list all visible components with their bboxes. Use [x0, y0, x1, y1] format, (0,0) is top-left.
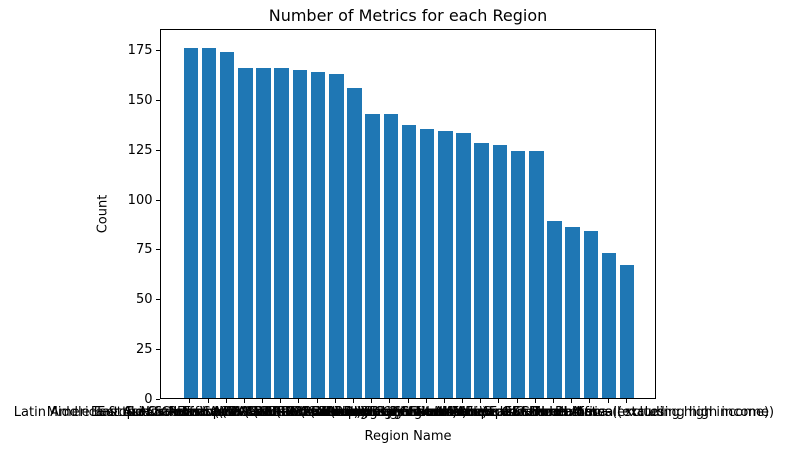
x-axis-label: Region Name	[364, 429, 452, 444]
bar	[565, 226, 580, 398]
x-tick-label: Sub-Saharan Africa	[363, 405, 489, 420]
x-tick-mark	[334, 399, 336, 403]
bar	[238, 67, 253, 398]
x-tick-label: Sub-Saharan Africa (IDA & IBRD countries…	[124, 405, 401, 420]
x-tick-mark	[589, 399, 591, 403]
bar	[292, 69, 308, 398]
x-tick-mark	[516, 399, 518, 403]
bar	[419, 129, 435, 398]
bar	[601, 252, 617, 398]
x-tick-mark	[262, 399, 264, 403]
x-tick-label: Caribbean small states	[515, 405, 665, 420]
x-tick-label: Central Europe and the Baltics	[399, 405, 599, 420]
x-tick-label: East Asia & Pacific (excluding high inco…	[176, 405, 458, 420]
x-tick-label: Middle East & North Africa	[322, 405, 494, 420]
y-tick-mark	[156, 149, 160, 151]
bar	[329, 73, 344, 398]
bar	[547, 220, 562, 398]
y-tick-label: 175	[127, 43, 153, 59]
bar	[401, 125, 417, 398]
x-tick-mark	[189, 399, 191, 403]
x-tick-label: Europe & Central Asia (IDA & IBRD countr…	[97, 405, 392, 420]
x-tick-label: East Asia & Pacific	[312, 405, 432, 420]
x-tick-mark	[280, 399, 282, 403]
bar	[438, 131, 453, 398]
x-tick-label: Small states	[531, 405, 612, 420]
y-tick-mark	[156, 398, 160, 400]
x-tick-label: Middle East & North Africa (IDA & IBRD c…	[46, 405, 370, 420]
bar	[474, 143, 489, 398]
x-tick-mark	[552, 399, 554, 403]
x-tick-mark	[316, 399, 318, 403]
bar	[619, 264, 635, 398]
y-tick-mark	[156, 249, 160, 251]
x-tick-mark	[571, 399, 573, 403]
chart-title: Number of Metrics for each Region	[268, 6, 548, 25]
bar	[274, 67, 289, 398]
bar	[256, 67, 271, 398]
bar	[201, 47, 217, 398]
x-tick-mark	[480, 399, 482, 403]
x-tick-mark	[607, 399, 609, 403]
x-tick-label: Europe & Central Asia	[318, 405, 462, 420]
x-tick-label: Latin America & Caribbean (excluding hig…	[130, 405, 467, 420]
y-tick-label: 100	[127, 192, 153, 208]
bar	[365, 113, 380, 398]
x-tick-mark	[389, 399, 391, 403]
x-tick-mark	[352, 399, 354, 403]
x-tick-mark	[425, 399, 427, 403]
bar	[456, 133, 471, 398]
x-tick-label: Arab World	[444, 405, 517, 420]
bar	[510, 151, 526, 398]
x-tick-label: North America	[415, 405, 510, 420]
y-tick-mark	[156, 50, 160, 52]
y-tick-mark	[156, 348, 160, 350]
bar	[529, 151, 544, 398]
x-tick-label: South Asia (IDA & IBRD)	[202, 405, 359, 420]
bar	[383, 113, 399, 398]
x-tick-mark	[443, 399, 445, 403]
bar	[492, 145, 508, 398]
x-tick-mark	[225, 399, 227, 403]
y-axis-label: Count	[95, 194, 111, 234]
x-tick-mark	[298, 399, 300, 403]
bar	[219, 51, 235, 398]
bar	[583, 230, 599, 398]
x-tick-label: European Union	[465, 405, 569, 420]
y-tick-label: 25	[135, 341, 153, 357]
x-tick-label: Sub-Saharan Africa (excluding high incom…	[483, 405, 770, 420]
y-tick-label: 125	[127, 142, 153, 158]
bar	[347, 87, 362, 398]
x-tick-label: Latin America & the Caribbean (IDA & IBR…	[13, 405, 366, 420]
x-tick-mark	[498, 399, 500, 403]
x-tick-label: East Asia & Pacific (IDA & IBRD countrie…	[90, 405, 362, 420]
y-tick-mark	[156, 199, 160, 201]
y-tick-label: 150	[127, 93, 153, 109]
plot-area	[160, 29, 656, 399]
x-tick-mark	[207, 399, 209, 403]
x-tick-label: OECD members	[501, 405, 606, 420]
bar	[183, 47, 199, 398]
y-tick-mark	[156, 299, 160, 301]
x-tick-label: Middle East & North Africa (excluding hi…	[441, 405, 775, 420]
x-tick-mark	[407, 399, 409, 403]
x-tick-mark	[534, 399, 536, 403]
x-tick-mark	[371, 399, 373, 403]
x-tick-label: Europe & Central Asia (excluding high in…	[183, 405, 488, 420]
x-tick-mark	[462, 399, 464, 403]
x-tick-mark	[243, 399, 245, 403]
y-tick-label: 0	[144, 391, 153, 407]
y-tick-label: 50	[135, 292, 153, 308]
x-tick-label: Euro area	[503, 405, 567, 420]
x-tick-label: South Asia	[409, 405, 479, 420]
x-tick-mark	[625, 399, 627, 403]
y-tick-mark	[156, 100, 160, 102]
bar	[310, 71, 326, 398]
x-tick-label: Latin America & Caribbean	[265, 405, 441, 420]
y-tick-label: 75	[135, 242, 153, 258]
